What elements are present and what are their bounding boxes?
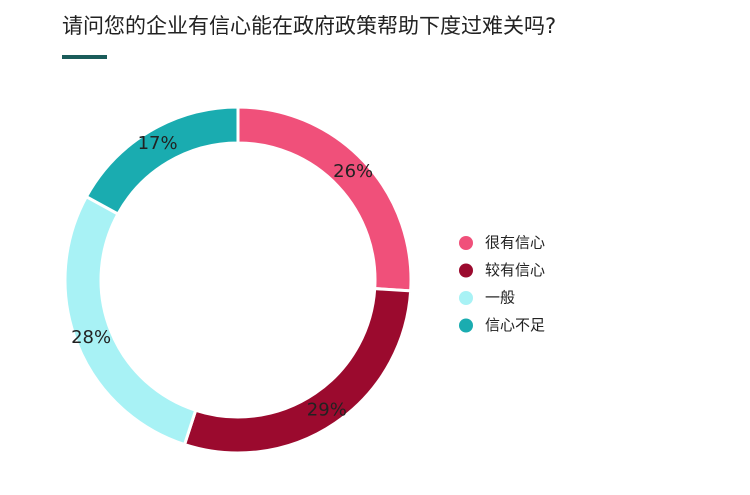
legend-label: 信心不足 xyxy=(485,316,545,334)
data-label: 26% xyxy=(333,161,373,182)
legend-label: 很有信心 xyxy=(485,234,545,252)
legend-marker xyxy=(459,318,473,333)
data-label: 29% xyxy=(307,400,347,421)
legend-label: 一般 xyxy=(485,289,515,307)
donut-segment xyxy=(84,105,240,217)
legend-marker xyxy=(459,291,473,305)
legend-marker xyxy=(459,263,473,278)
chart-title: 请问您的企业有信心能在政府政策帮助下度过难关吗? xyxy=(62,14,556,38)
data-label: 28% xyxy=(71,327,111,348)
data-label: 17% xyxy=(138,133,178,154)
legend-label: 较有信心 xyxy=(485,261,545,279)
legend-marker xyxy=(459,236,473,250)
title-underline xyxy=(62,55,107,59)
